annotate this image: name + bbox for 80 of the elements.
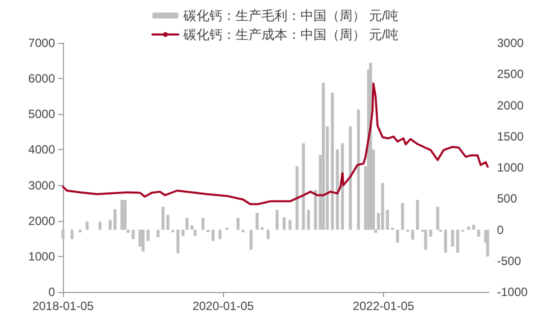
bar — [296, 166, 299, 230]
y-tick-label: 6000 — [28, 72, 56, 86]
bar — [194, 230, 197, 236]
bar — [256, 212, 259, 230]
bar — [356, 110, 360, 230]
bar — [411, 230, 414, 240]
bar — [176, 230, 180, 254]
bar — [120, 200, 124, 230]
y-tick-label: 0 — [48, 285, 56, 299]
bar — [276, 210, 279, 230]
bar — [424, 230, 428, 250]
bar — [266, 230, 270, 240]
bar — [396, 230, 400, 243]
y-tick-label: 2000 — [28, 214, 56, 228]
bar — [113, 209, 116, 230]
bar — [282, 217, 286, 230]
x-tick-label: 2018-01-05 — [32, 299, 94, 313]
y2-tick-label: 2000 — [497, 98, 524, 112]
y2-tick-label: 500 — [497, 192, 518, 206]
bar — [436, 206, 440, 230]
bar — [98, 222, 102, 230]
bar — [336, 149, 339, 230]
bar — [444, 230, 448, 253]
bar — [401, 202, 404, 230]
bar — [330, 92, 334, 230]
y-tick-label: 1000 — [28, 249, 56, 264]
bar — [451, 230, 454, 247]
bar — [236, 218, 240, 230]
bar — [185, 218, 188, 230]
bar — [306, 210, 310, 230]
bar — [322, 82, 325, 230]
bar — [302, 143, 305, 230]
bar — [212, 230, 215, 241]
line-series — [62, 82, 489, 206]
bar — [416, 200, 419, 230]
bar — [156, 230, 160, 238]
y-tick-label: 7000 — [28, 36, 56, 50]
bar — [162, 206, 165, 230]
bar — [381, 183, 384, 230]
bar — [132, 230, 135, 240]
bar — [218, 230, 222, 240]
bar — [260, 227, 264, 230]
bar — [146, 230, 150, 241]
bar — [486, 230, 490, 257]
bar — [386, 210, 389, 230]
bar — [477, 230, 480, 237]
bar — [108, 220, 112, 230]
bar — [467, 226, 470, 230]
bar — [181, 230, 184, 236]
y2-tick-label: 1000 — [497, 160, 524, 174]
bar — [429, 230, 432, 237]
bar — [201, 218, 204, 230]
bar — [190, 225, 194, 230]
bar — [348, 126, 352, 230]
legend-label: 碳化钙：生产毛利：中国（周） 元/吨 — [182, 8, 399, 23]
y2-tick-label: 1500 — [497, 129, 524, 144]
y2-tick-label: -1000 — [497, 285, 528, 299]
bar — [86, 222, 89, 230]
y2-tick-label: 2500 — [497, 67, 524, 82]
y2-tick-label: 3000 — [497, 36, 524, 50]
bar — [62, 230, 64, 240]
bar — [472, 224, 476, 230]
y-tick-label: 3000 — [28, 178, 56, 192]
bar — [166, 214, 170, 230]
legend-label: 碳化钙：生产成本：中国（周） 元/吨 — [182, 27, 399, 42]
x-tick-label: 2022-01-05 — [352, 299, 414, 313]
bar — [70, 230, 74, 240]
y-tick-label: 5000 — [28, 107, 56, 122]
bar — [456, 230, 460, 253]
x-tick-label: 2020-01-05 — [192, 299, 254, 313]
y2-tick-label: 0 — [497, 222, 504, 237]
bar — [142, 230, 145, 252]
bar — [249, 230, 252, 250]
bar — [126, 230, 130, 233]
bar — [124, 200, 127, 230]
bar — [288, 220, 292, 230]
bar — [369, 62, 372, 230]
y-tick-label: 4000 — [28, 142, 56, 157]
y2-tick-label: -500 — [497, 254, 522, 268]
bar — [314, 190, 317, 230]
